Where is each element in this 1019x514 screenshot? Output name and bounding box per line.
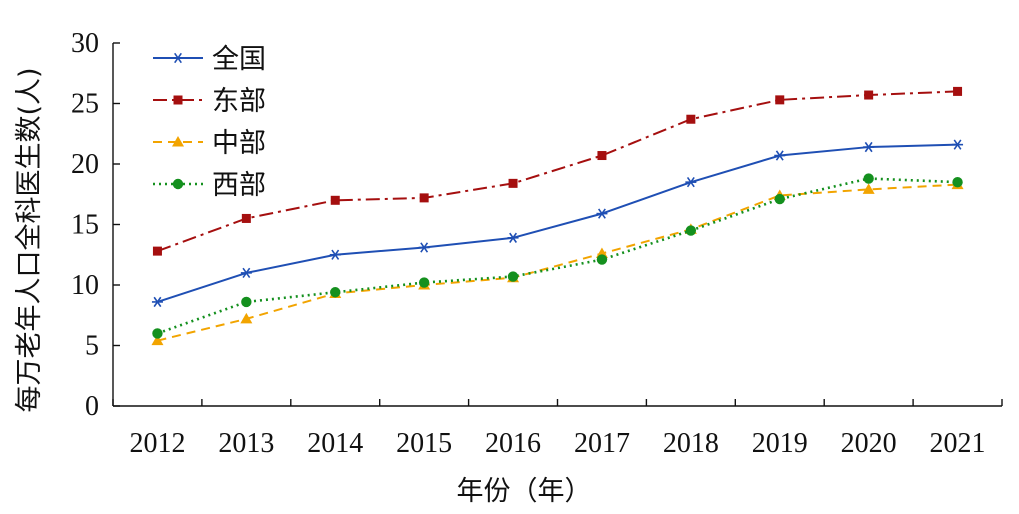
series-0 [151, 139, 964, 308]
series-3 [152, 173, 963, 339]
data-point [685, 225, 697, 236]
x-tick-label: 2012 [129, 428, 185, 459]
y-ticks: 0 5 10 15 20 25 30 [71, 28, 120, 422]
data-point [241, 213, 251, 223]
data-point [151, 334, 164, 346]
series-2 [151, 178, 964, 346]
legend-marker [172, 52, 184, 64]
x-tick-label: 2017 [574, 428, 630, 459]
data-point [952, 176, 963, 188]
legend-marker [173, 95, 183, 105]
data-point [330, 195, 340, 205]
series-1 [152, 86, 963, 256]
legend-marker [172, 178, 184, 190]
legend-entry: 西部 [153, 170, 266, 201]
y-tick-label: 20 [71, 149, 99, 180]
data-point [863, 173, 874, 184]
series-line [157, 183, 958, 342]
data-point [862, 183, 875, 194]
x-tick-label: 2020 [841, 428, 897, 459]
x-tick-label: 2015 [396, 428, 452, 459]
data-point [863, 141, 875, 153]
data-point [952, 139, 964, 150]
data-point [152, 328, 163, 339]
data-point [597, 151, 607, 161]
series-layer [151, 86, 964, 346]
legend-label: 中部 [212, 128, 266, 159]
data-point [241, 296, 252, 308]
series-line [157, 90, 958, 253]
data-point [774, 193, 785, 205]
legend-entry: 中部 [153, 128, 266, 159]
legend-entry: 东部 [153, 86, 266, 117]
data-point [953, 86, 963, 96]
y-tick-label: 15 [71, 210, 99, 241]
x-tick-label: 2014 [307, 428, 363, 459]
data-point [686, 114, 696, 124]
data-point [775, 95, 785, 105]
data-point [329, 249, 341, 260]
y-tick-label: 10 [71, 270, 99, 301]
data-point [596, 208, 608, 219]
y-tick-label: 25 [71, 89, 99, 120]
data-point [151, 296, 163, 308]
data-point [418, 242, 430, 253]
series-line [157, 177, 958, 335]
x-tick-label: 2016 [485, 428, 541, 459]
data-point [774, 150, 786, 161]
x-tick-label: 2013 [218, 428, 274, 459]
x-tick-label: 2019 [752, 428, 808, 459]
x-tick-label: 2018 [663, 428, 719, 459]
series-line [157, 143, 958, 303]
y-tick-label: 30 [71, 28, 99, 59]
legend-label: 西部 [212, 170, 266, 201]
legend-label: 东部 [212, 86, 266, 117]
data-point [330, 287, 341, 298]
y-tick-label: 0 [85, 391, 99, 422]
x-tick-label: 2021 [930, 428, 986, 459]
data-point [418, 277, 430, 288]
data-point [152, 246, 162, 256]
data-point [508, 178, 518, 188]
data-point [864, 90, 874, 100]
y-tick-label: 5 [85, 331, 99, 362]
data-point [507, 232, 519, 243]
legend-marker [172, 136, 184, 147]
data-point [240, 267, 252, 279]
x-axis-title: 年份（年） [457, 476, 592, 507]
legend-entry: 全国 [153, 44, 266, 75]
data-point [507, 271, 519, 282]
x-ticks: 2012 2013 2014 2015 2016 2017 2018 2019 2020 2021 [112, 399, 1003, 459]
data-point [596, 254, 608, 265]
data-point [685, 177, 697, 188]
legend-label: 全国 [212, 44, 266, 75]
data-point [240, 312, 253, 324]
y-axis-title: 每万老年人口全科医生数(人) [14, 67, 45, 412]
data-point [419, 193, 429, 203]
